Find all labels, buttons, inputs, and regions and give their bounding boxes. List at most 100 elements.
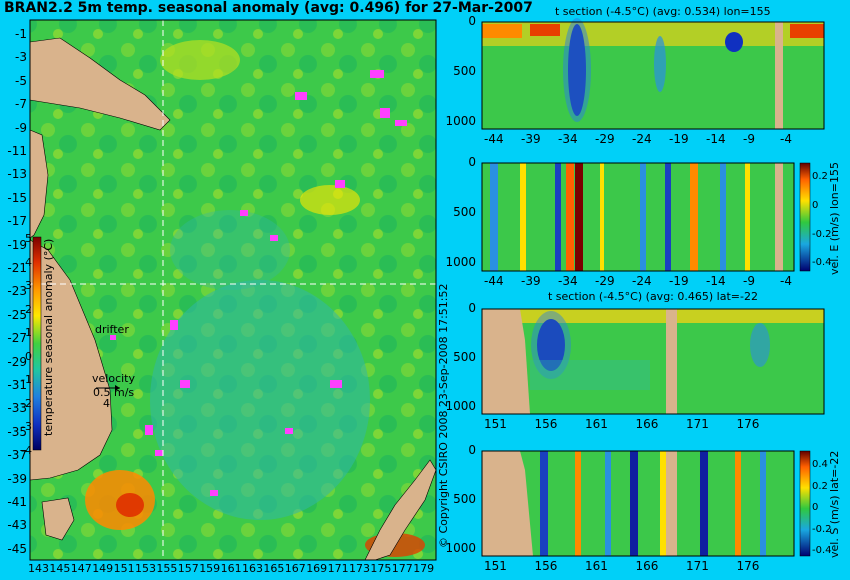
section-x-tick-label: -34 [558,274,578,288]
section-x-tick-label: 171 [686,559,709,573]
section-x-tick-label: -44 [484,132,504,146]
land-new-guinea [29,37,171,131]
section-x-tick-label: -29 [595,274,615,288]
colorbar-tick-label: 5 [25,232,32,245]
longitude-tick-label: 155 [156,562,178,575]
longitude-tick-label: 161 [220,562,242,575]
colorbar-tick-label: 4 [25,255,32,269]
panel-2-colorbar [799,162,811,272]
section-x-tick-label: -4 [780,132,792,146]
latitude-tick-label: -29 [7,354,27,369]
depth-tick-label: 500 [453,349,476,364]
latitude-tick-label: -11 [7,144,27,158]
drifter-markers [145,70,407,496]
section-x-tick-label: -9 [743,274,755,288]
depth-tick-label: 1000 [445,398,476,413]
colorbar-tick-label: 1 [25,326,32,339]
warm-anomaly-region [160,40,240,80]
section-x-tick-label: -4 [780,274,792,288]
temp-colorbar [32,236,42,451]
section-x-tick-label: 151 [484,559,507,573]
colorbar-tick-label: -2 [21,396,32,410]
latitude-tick-label: -13 [7,167,27,182]
depth-tick-label: 1000 [445,113,476,128]
map-frame [29,19,437,561]
map-title: BRAN2.2 5m temp. seasonal anomaly (avg: … [4,0,533,16]
panel-4-colorbar [799,450,811,557]
panel-3-title: t section (-4.5°C) (avg: 0.465) lat=-22 [548,290,758,303]
section-x-tick-label: -44 [484,274,504,288]
colorbar-tick-label: 0.2 [812,480,828,492]
latitude-tick-label: -1 [15,27,27,41]
section-x-tick-label: 166 [635,417,659,431]
colorbar-tick-label: 3 [25,279,32,292]
colorbar-tick-label: -0.4 [812,545,832,557]
colorbar-tick-label: 0 [812,502,819,514]
section-x-tick-label: -29 [595,132,615,146]
velocity-legend-label: velocity [92,372,135,385]
section-x-tick-label: 176 [736,417,760,431]
latitude-tick-label: -23 [7,284,27,299]
depth-tick-label: 500 [453,491,476,506]
longitude-tick-label: 165 [263,562,285,575]
latitude-tick-label: -41 [7,495,27,509]
latitude-tick-label: -39 [7,471,27,486]
warm-anomaly-region [116,493,144,517]
depth-tick-label: 1000 [445,540,476,555]
longitude-tick-label: 157 [177,562,199,575]
longitude-tick-label: 177 [391,562,413,575]
colorbar-tick-label: -1 [21,373,32,386]
latitude-tick-label: -17 [7,214,27,229]
colorbar-tick-label: -0.2 [812,523,832,535]
section-x-tick-label: -14 [706,132,726,146]
longitude-tick-label: 143 [28,562,49,575]
longitude-tick-label: 151 [113,562,135,575]
latitude-tick-label: -31 [7,378,27,392]
latitude-tick-label: -21 [7,261,27,275]
section-x-tick-label: 156 [534,417,558,431]
section-x-tick-label: -9 [743,132,755,146]
depth-tick-label: 0 [468,443,476,457]
panel-2-colorbar-label: vel. E (m/s) lon=155 [828,162,841,275]
latitude-tick-label: -45 [7,541,27,556]
latitude-tick-label: -27 [7,331,27,346]
cool-anomaly-region [170,210,290,290]
colorbar-tick-label: 0.2 [812,171,828,182]
cool-anomaly-region [150,280,370,520]
velocity-legend-speed: 0.5 m/s [93,386,135,399]
latitude-tick-label: -35 [7,424,27,439]
longitude-tick-label: 153 [135,562,156,575]
depth-tick-label: 500 [453,63,476,78]
colorbar-tick-label: -4 [21,443,32,457]
latitude-tick-label: -9 [15,120,27,135]
longitude-tick-label: 179 [413,562,435,575]
drifter-legend-label: drifter [95,323,129,336]
latitude-tick-label: -19 [7,237,27,252]
copyright-text: © Copyright CSIRO 2008 23-Sep-2008 17:51… [437,283,450,549]
section-x-tick-label: -34 [558,132,578,146]
section-x-tick-label: -39 [521,132,541,146]
section-x-tick-label: -19 [669,132,689,146]
longitude-tick-label: 147 [70,562,92,575]
land-australia [29,239,113,481]
depth-tick-label: 500 [453,205,476,220]
colorbar-tick-label: -0.4 [812,257,832,269]
latitude-tick-label: -7 [15,97,27,112]
drifter-legend-marker [110,335,116,340]
longitude-tick-label: 163 [242,562,263,575]
depth-tick-label: 0 [468,301,476,315]
section-x-tick-label: 176 [736,559,760,573]
section-x-tick-label: 161 [585,417,608,431]
warm-anomaly-region [300,185,360,215]
colorbar-tick-label: 0 [25,349,32,363]
colorbar-tick-label: -0.2 [812,228,832,240]
depth-tick-label: 1000 [445,255,476,270]
longitude-tick-label: 167 [284,562,306,575]
velocity-legend-scale: 4 [103,397,110,410]
panel-4-colorbar-label: vel. S (m/s) lat=-22 [828,450,841,558]
longitude-tick-label: 145 [49,562,71,575]
latitude-tick-label: -43 [7,518,27,533]
latitude-tick-label: -25 [7,307,27,322]
section-x-tick-label: -24 [632,274,652,288]
